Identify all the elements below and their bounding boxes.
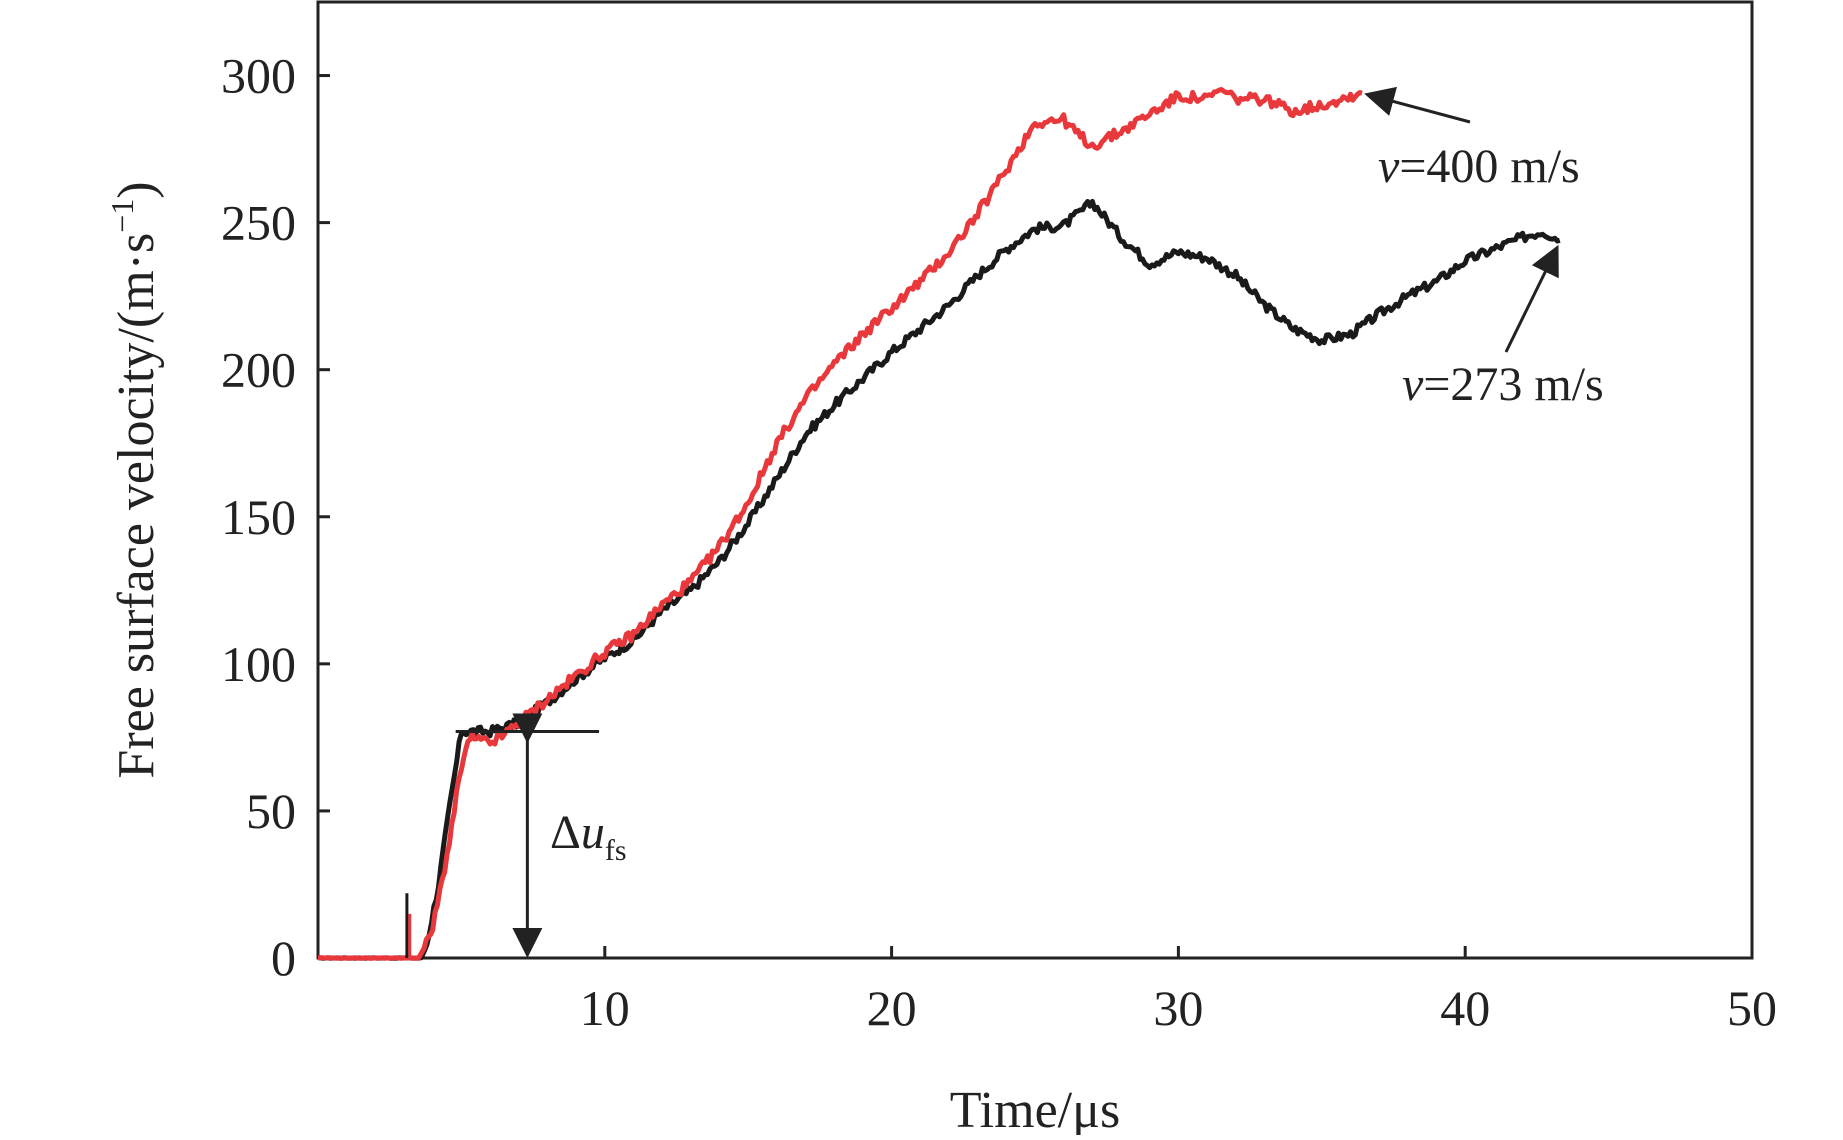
y-tick-label: 300 (221, 48, 296, 104)
series-layer (317, 87, 1561, 961)
x-axis-title: Time/μs (950, 1082, 1120, 1135)
y-tick-label: 150 (221, 489, 296, 545)
y-tick-label: 50 (246, 783, 296, 839)
x-tick-label: 50 (1727, 980, 1777, 1036)
y-tick-label: 200 (221, 342, 296, 398)
arrow-v400 (1364, 86, 1471, 124)
x-tick-label: 30 (1153, 980, 1203, 1036)
y-axis-title-superscript: −1 (104, 199, 140, 233)
y-axis: 0 50 100 150 200 250 300 (221, 48, 330, 986)
delta-ufs-label: Δufs (550, 806, 627, 867)
y-tick-label: 0 (271, 930, 296, 986)
delta-symbol: Δ (550, 806, 581, 859)
label-v273-value: =273 m/s (1423, 358, 1603, 411)
delta-variable: u (581, 806, 605, 859)
x-tick-label: 40 (1440, 980, 1490, 1036)
label-v273: v=273 m/s (1402, 358, 1604, 411)
plot-frame (316, 0, 1754, 960)
label-v400-value: =400 m/s (1399, 140, 1579, 193)
y-axis-title-main: Free surface velocity/(m·s (108, 233, 165, 779)
x-axis: 10 20 30 40 50 (580, 946, 1777, 1036)
series-v400-line (317, 87, 1363, 961)
label-v400: v=400 m/s (1378, 140, 1580, 193)
series-v273-line (317, 198, 1561, 961)
y-tick-label: 100 (221, 636, 296, 692)
label-v273-var: v (1402, 358, 1424, 411)
arrow-v273 (1504, 244, 1559, 353)
x-tick-label: 10 (580, 980, 630, 1036)
annotation-layer (455, 86, 1559, 958)
delta-subscript: fs (605, 834, 627, 867)
label-v400-var: v (1378, 140, 1400, 193)
y-tick-label: 250 (221, 195, 296, 251)
y-axis-title: Free surface velocity/(m·s−1) (104, 181, 165, 778)
y-axis-title-close: ) (108, 181, 165, 198)
x-tick-label: 20 (867, 980, 917, 1036)
